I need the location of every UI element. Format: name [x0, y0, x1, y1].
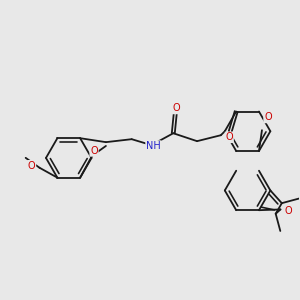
Text: O: O [264, 112, 272, 122]
Text: O: O [28, 161, 35, 171]
Text: O: O [225, 132, 233, 142]
Text: O: O [285, 206, 292, 216]
Text: O: O [172, 103, 180, 113]
Text: O: O [90, 146, 98, 156]
Text: NH: NH [146, 141, 161, 151]
